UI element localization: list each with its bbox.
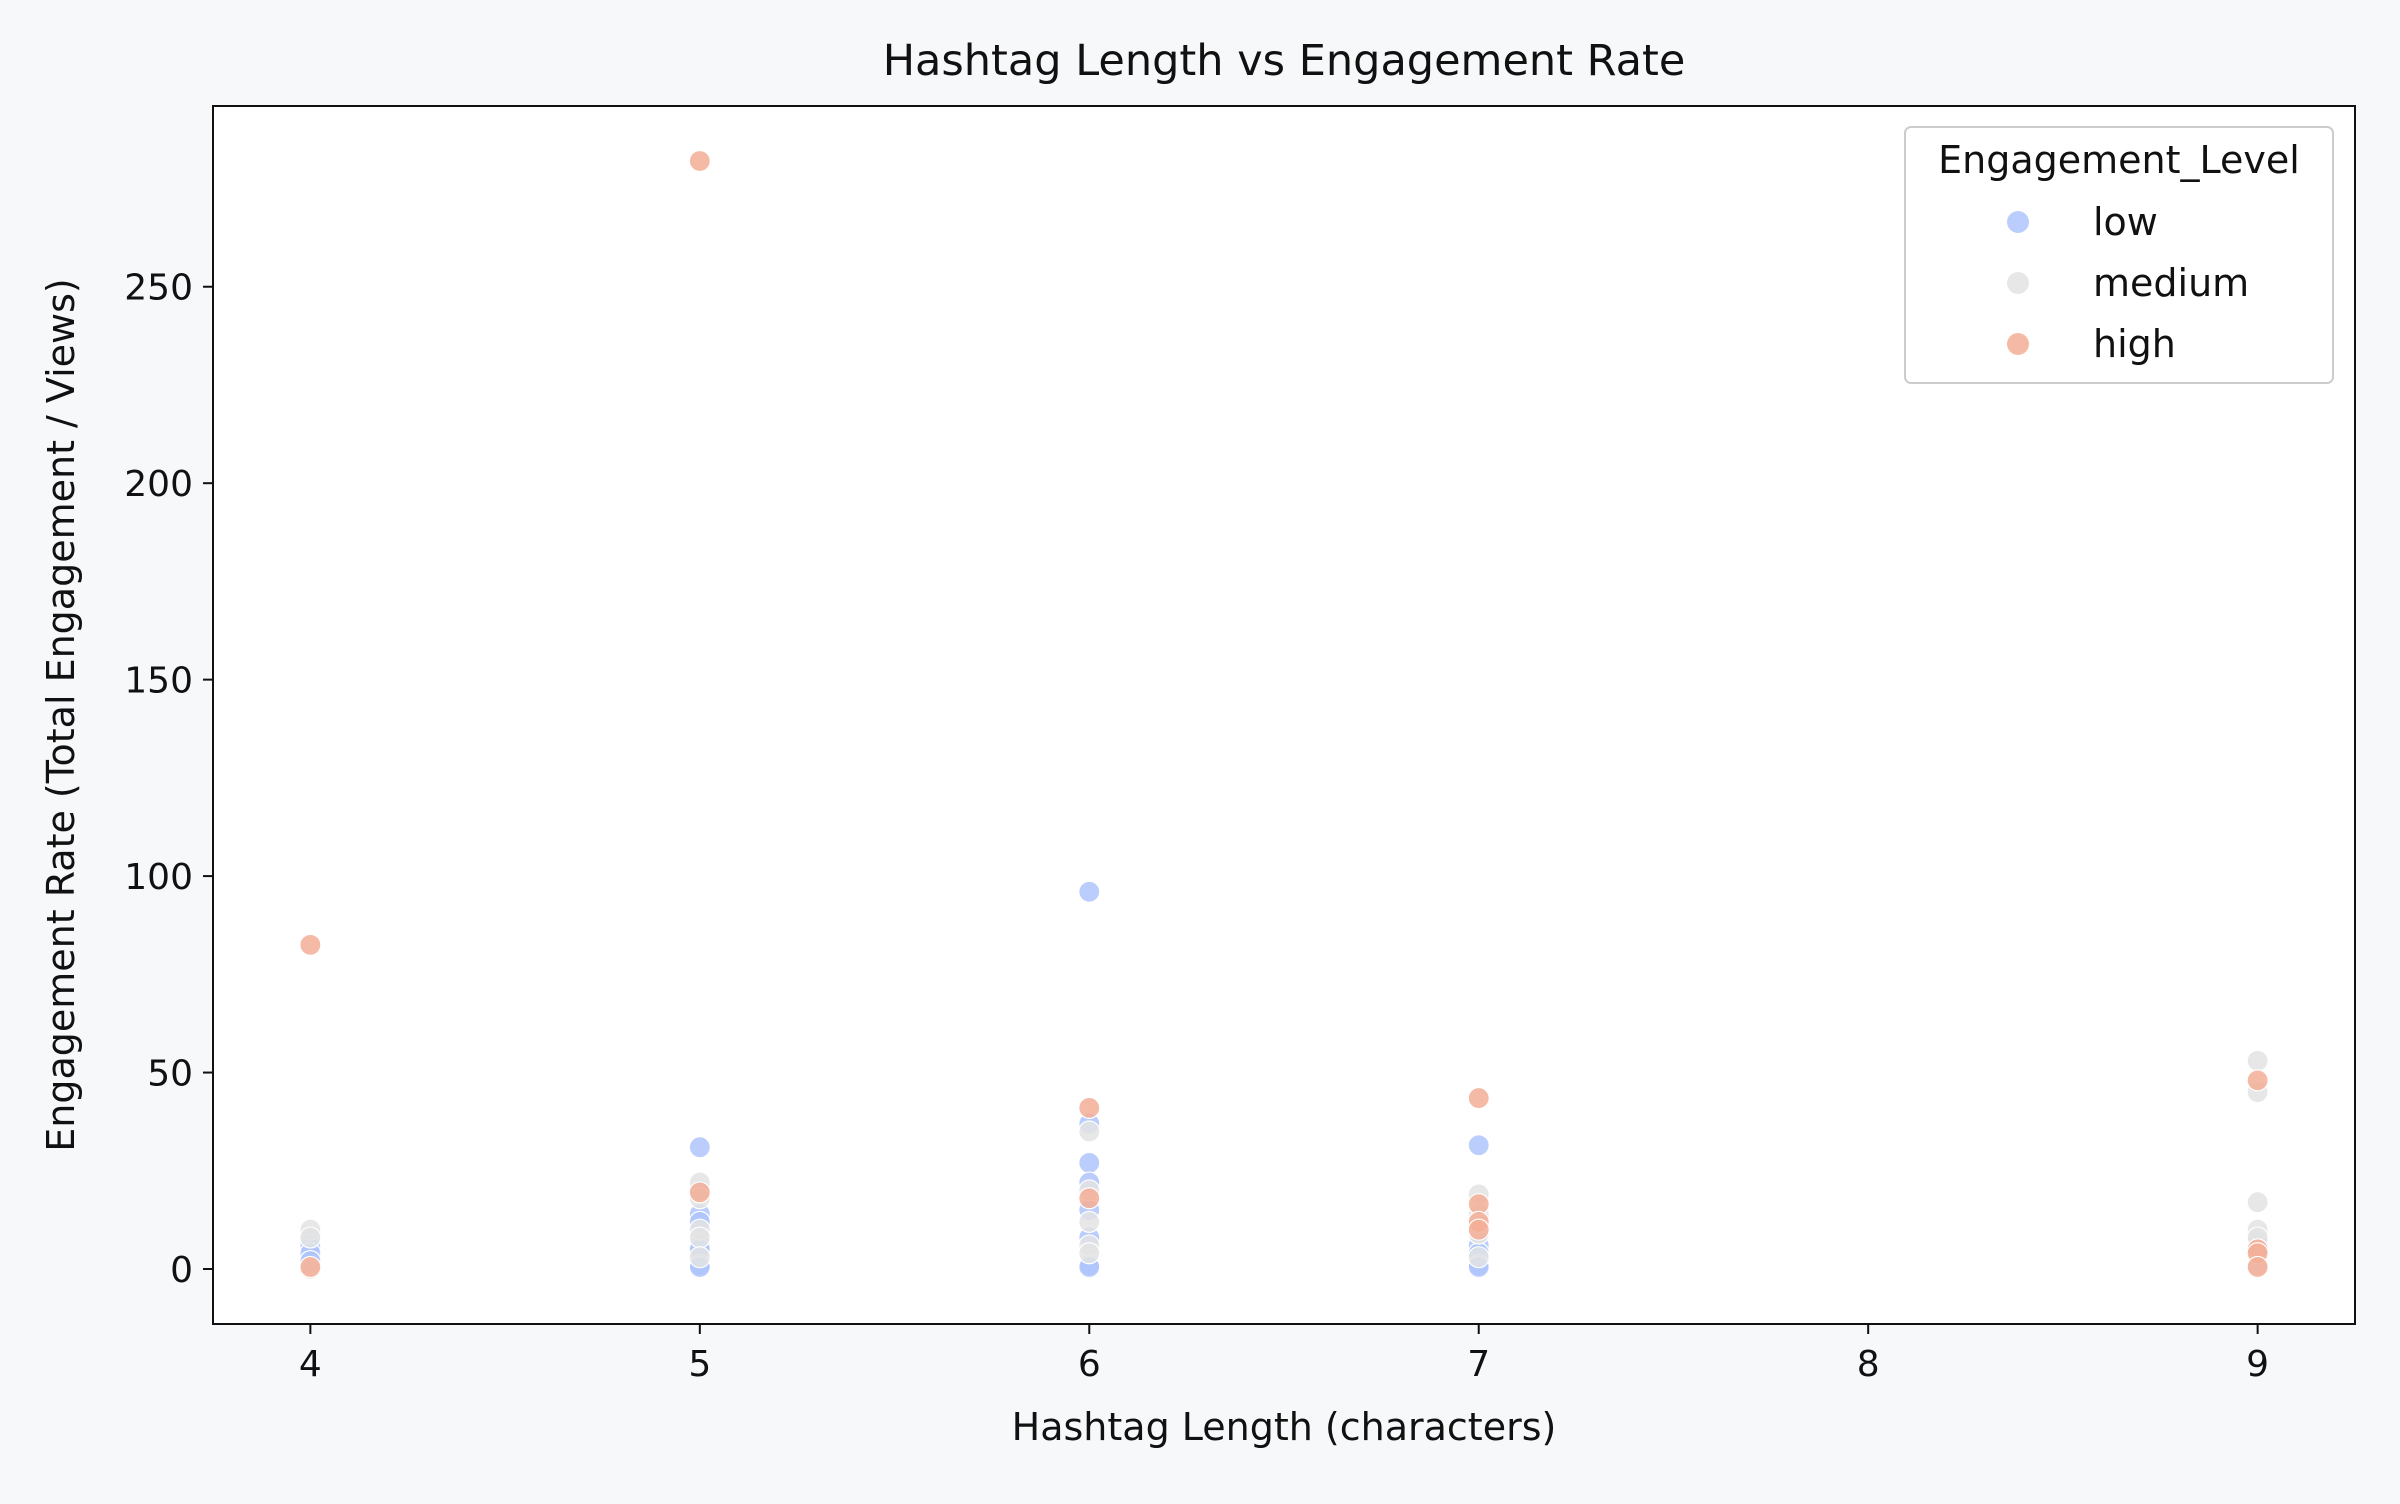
chart-title: Hashtag Length vs Engagement Rate [883,36,1686,86]
x-axis-label: Hashtag Length (characters) [1012,1405,1557,1449]
y-tick-label-100: 100 [124,857,193,898]
y-axis: 0 50 100 150 200 250 [124,268,213,1291]
point-low-14 [1078,1151,1101,1175]
point-low-20 [1467,1134,1490,1157]
legend-label-medium: medium [2093,261,2249,305]
legend-items: low medium high [2007,200,2249,366]
legend: Engagement_Level low medium high [1904,126,2334,384]
legend-marker-low [2007,211,2029,233]
y-tick-label-200: 200 [124,464,193,505]
plot-frame [212,105,2356,1325]
x-tick-label-9: 9 [2246,1344,2269,1385]
x-axis: 4 5 6 7 8 9 [299,1324,2269,1385]
point-medium-17 [2246,1049,2269,1072]
legend-label-low: low [2093,200,2158,244]
legend-title: Engagement_Level [1938,138,2300,182]
point-medium-16 [1467,1246,1490,1269]
x-tick-label-5: 5 [688,1344,711,1385]
legend-marker-high [2007,333,2029,355]
legend-marker-medium [2007,272,2029,294]
point-high-10 [2246,1069,2269,1092]
y-tick-label-0: 0 [170,1250,193,1291]
point-medium-10 [1078,1210,1101,1233]
point-high-0 [299,933,322,956]
point-low-4 [688,1136,711,1159]
x-tick-label-4: 4 [299,1344,322,1385]
point-high-13 [2246,1255,2269,1279]
point-medium-12 [1078,1242,1101,1265]
y-tick-label-250: 250 [124,268,193,309]
point-high-2 [688,149,711,173]
point-medium-7 [688,1246,711,1269]
y-tick-label-150: 150 [124,661,193,702]
points-layer [299,149,2269,1281]
legend-label-high: high [2093,322,2176,366]
x-tick-label-7: 7 [1467,1344,1490,1385]
legend-box [1904,126,2334,384]
point-medium-19 [2246,1191,2269,1214]
point-high-1 [299,1255,322,1279]
point-high-4 [1078,1096,1101,1120]
point-high-3 [688,1181,711,1204]
point-medium-6 [688,1226,711,1249]
y-axis-label: Engagement Rate (Total Engagement / View… [39,278,83,1151]
point-high-6 [1467,1086,1490,1110]
x-tick-label-6: 6 [1078,1344,1101,1385]
point-low-12 [1078,880,1101,903]
point-high-5 [1078,1187,1101,1210]
x-tick-label-8: 8 [1857,1344,1880,1385]
y-tick-label-50: 50 [147,1054,193,1095]
point-medium-8 [1078,1120,1101,1143]
point-high-9 [1467,1218,1490,1241]
point-medium-1 [299,1226,322,1249]
